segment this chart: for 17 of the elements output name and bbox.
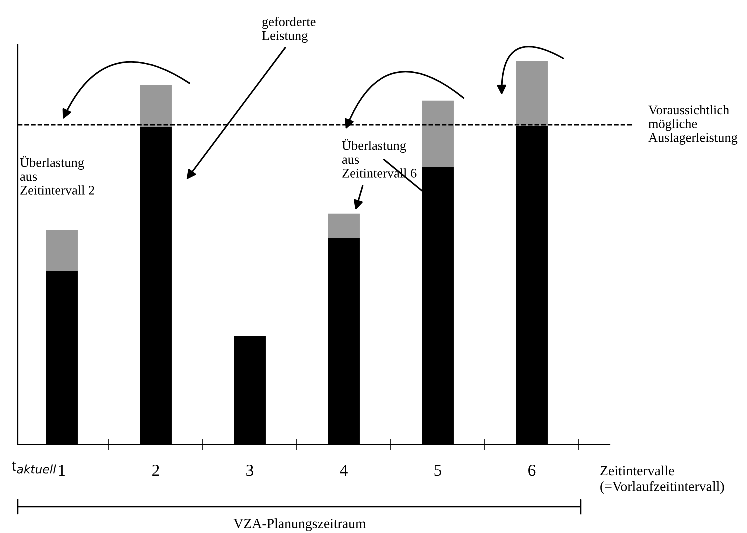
bar [140, 85, 172, 128]
ref-line-label: Voraussichtlich mögliche Auslagerleistung [648, 105, 738, 145]
bar [422, 100, 454, 167]
x-axis-title: Zeitintervalle (=Vorlaufzeitintervall) [600, 466, 724, 494]
x-tick-label: 4 [340, 465, 348, 476]
bar [516, 61, 548, 126]
x-tick-label: 2 [152, 464, 160, 476]
bar [328, 214, 360, 238]
text: VZA-Planungszeitraum [234, 518, 366, 532]
x-tick-label: 5 [434, 465, 442, 476]
text: geforderte Leistung [262, 17, 316, 43]
text: t$_{aktuell}$ [12, 462, 56, 474]
x-tick-label: 6 [528, 464, 536, 476]
annotation: Überlastung aus Zeitintervall 2 [20, 156, 94, 195]
x-tick-label: 3 [246, 464, 254, 476]
x-tick-label: 1 [59, 465, 66, 476]
bar [46, 230, 78, 272]
